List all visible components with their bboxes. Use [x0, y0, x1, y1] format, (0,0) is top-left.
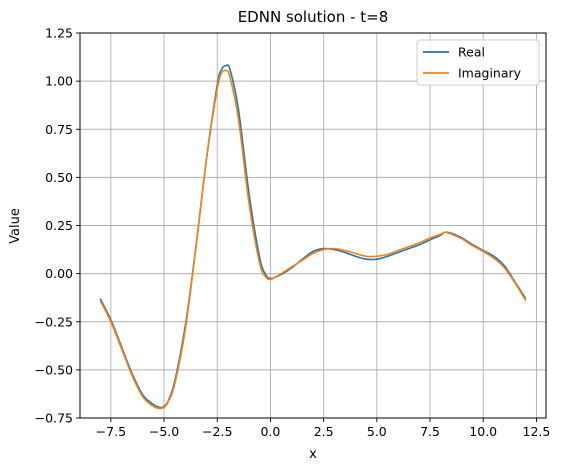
y-tick-label: 1.00: [45, 74, 73, 89]
series-lines: [99, 64, 527, 410]
series-line-imaginary: [99, 69, 527, 410]
y-tick-label: −0.75: [35, 411, 73, 426]
x-tick-label: −2.5: [202, 424, 232, 439]
y-tick-label: −0.25: [35, 314, 73, 329]
x-tick-label: 2.5: [314, 424, 334, 439]
y-tick-label: 1.25: [45, 26, 73, 41]
x-tick-label: 5.0: [367, 424, 387, 439]
x-tick-label: −7.5: [96, 424, 126, 439]
legend: Real Imaginary: [416, 39, 540, 86]
y-tick-label: 0.50: [45, 170, 73, 185]
legend-label: Imaginary: [458, 66, 522, 81]
y-tick-label: 0.75: [45, 122, 73, 137]
y-axis-label: Value: [8, 208, 23, 244]
x-axis-label: x: [309, 447, 317, 462]
x-tick-label: −5.0: [149, 424, 179, 439]
x-tick-label: 12.5: [523, 424, 551, 439]
x-tick-label: 10.0: [469, 424, 497, 439]
x-tick-label: 7.5: [420, 424, 440, 439]
y-tick-label: −0.50: [35, 362, 73, 377]
y-tick-label: 0.00: [45, 266, 73, 281]
legend-label: Real: [458, 45, 485, 60]
axis-ticks: −7.5 −5.0 −2.5 0.0 2.5 5.0 7.5 10.0 12.5 −0.75 −0.…: [35, 26, 551, 440]
chart-title: EDNN solution - t=8: [238, 8, 389, 26]
y-tick-label: 0.25: [45, 218, 73, 233]
grid-lines: [80, 32, 546, 419]
x-tick-label: 0.0: [260, 424, 280, 439]
